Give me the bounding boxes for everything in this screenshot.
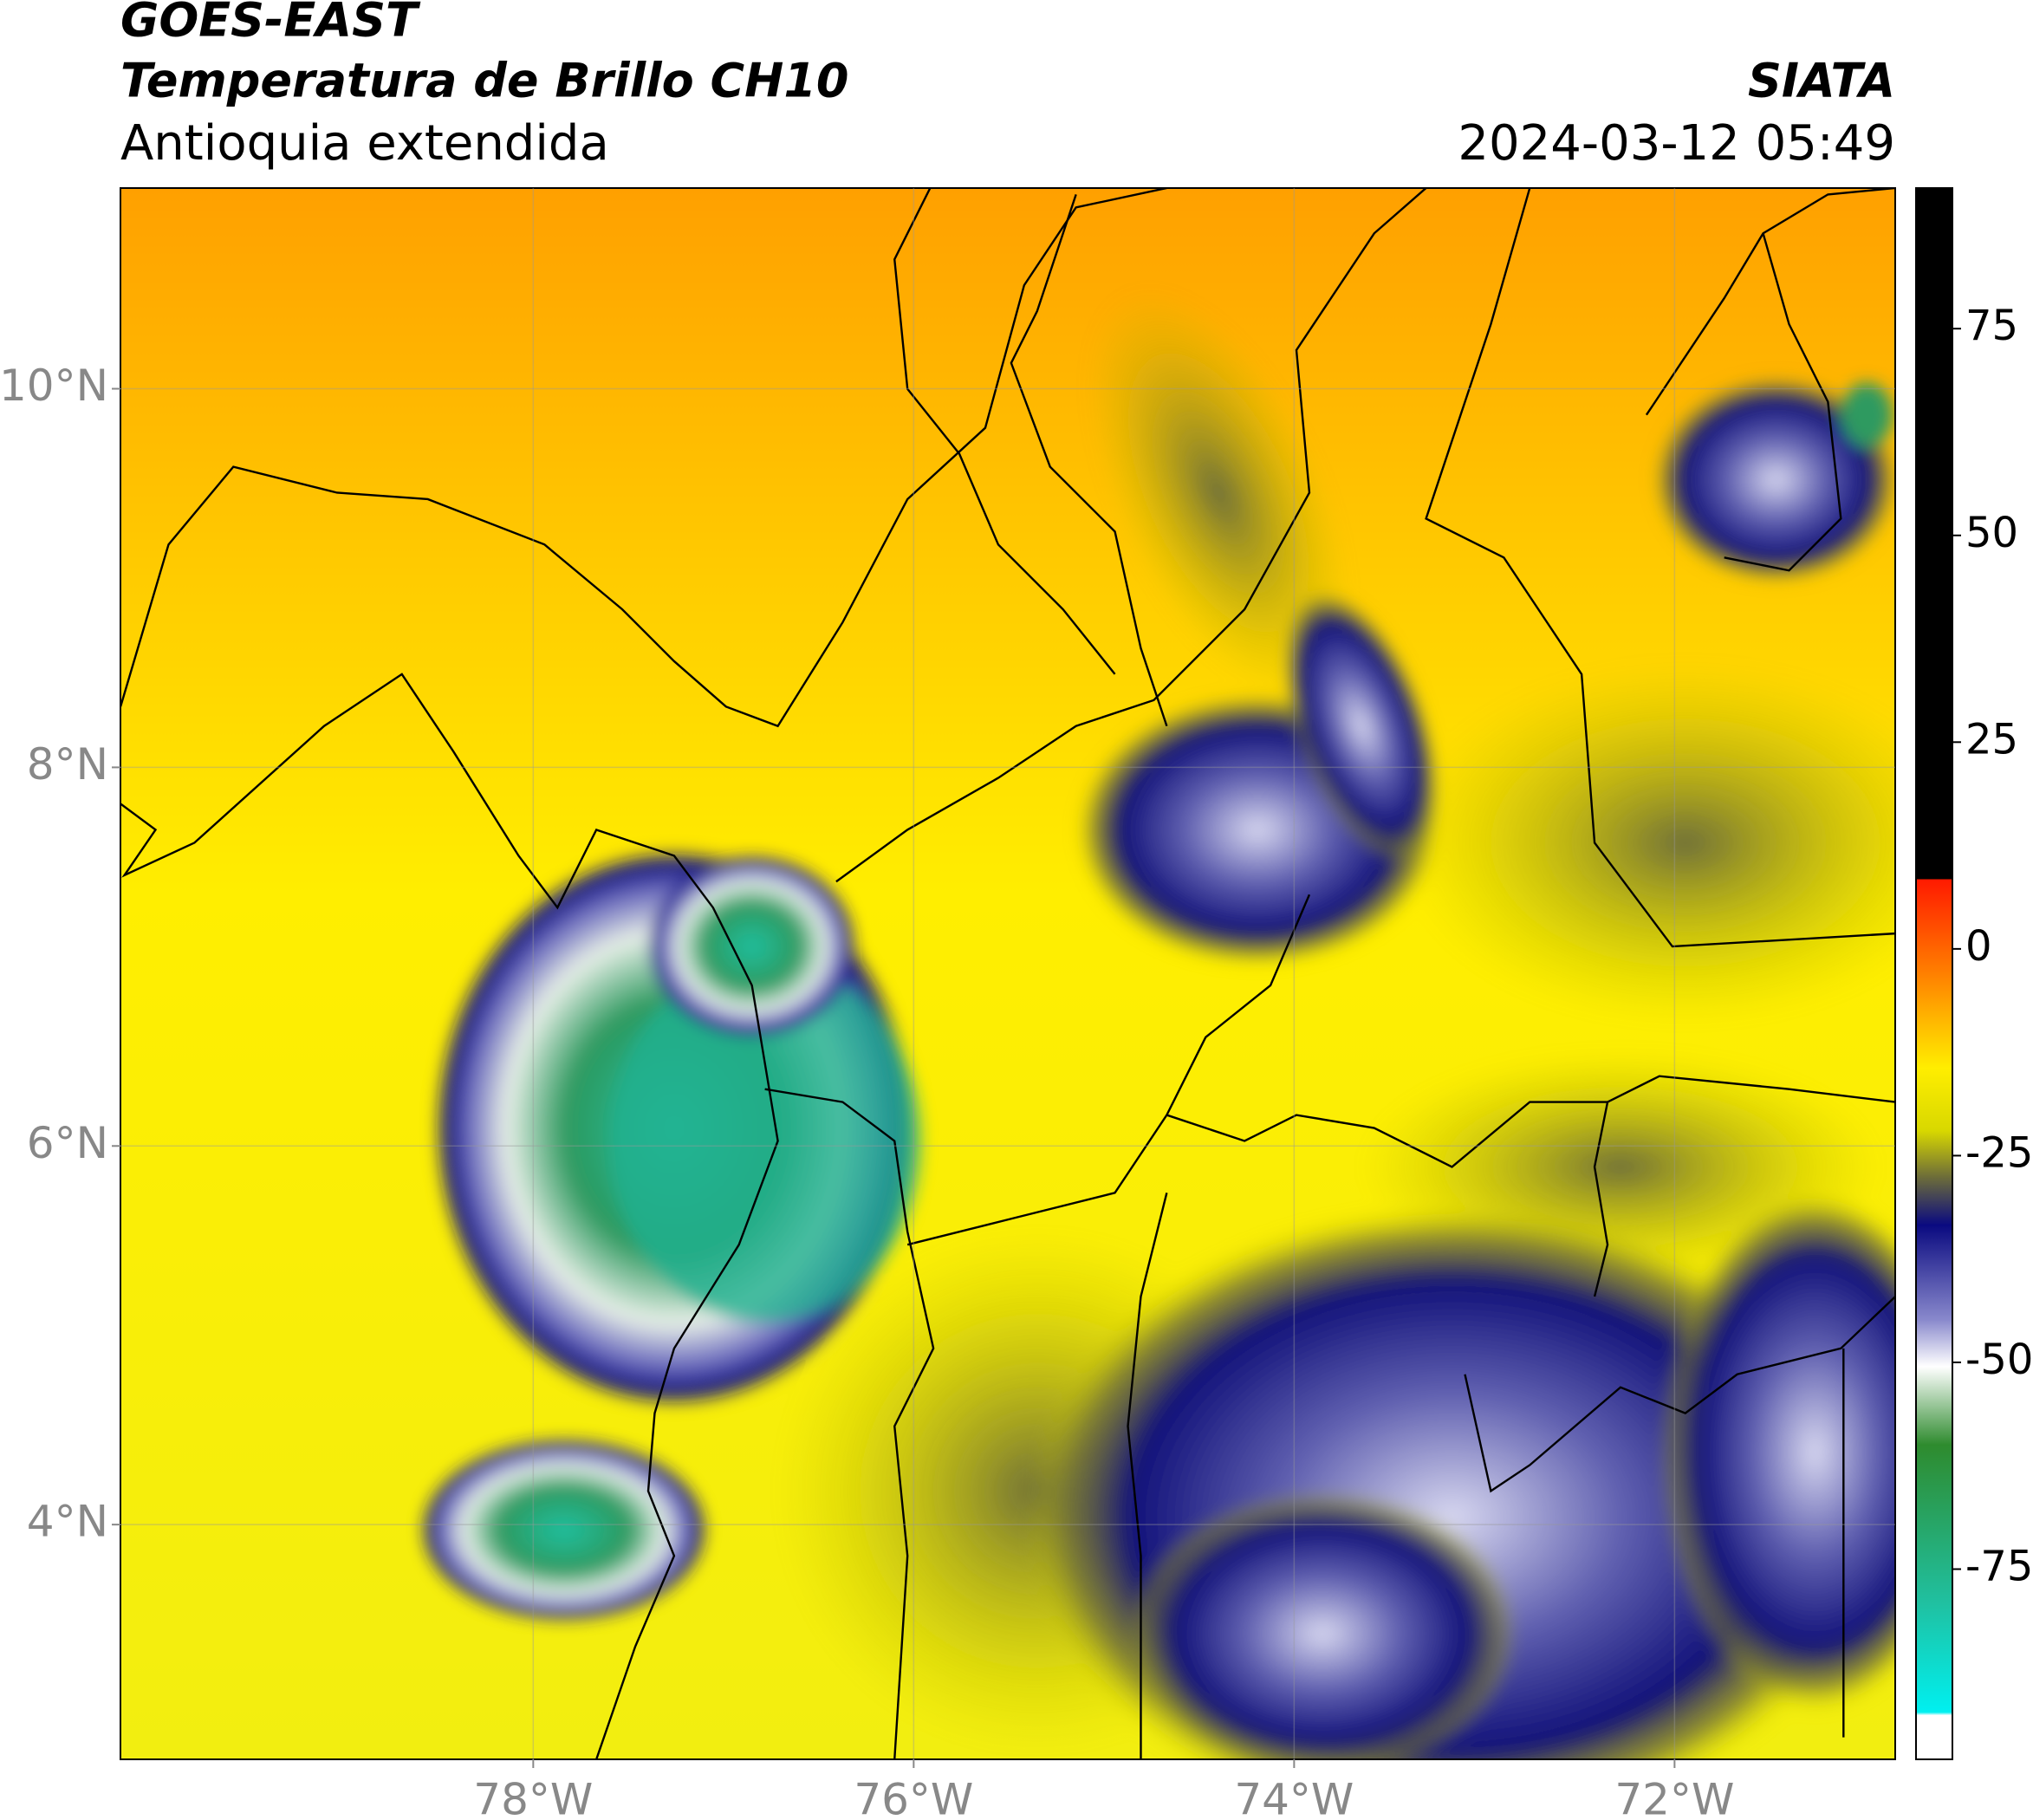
source: SIATA: [1748, 54, 1895, 108]
map-frame: [120, 187, 1896, 1760]
colorbar-tick-label: 25: [1965, 715, 2018, 764]
region: Antioquia extendida: [120, 115, 609, 172]
colorbar-tick-label: -50: [1965, 1336, 2033, 1384]
satellite: GOES-EAST: [120, 0, 421, 48]
satellite-image: [120, 187, 1896, 1760]
y-tick-label: 6°N: [27, 1118, 108, 1168]
colorbar-tick-label: -25: [1965, 1128, 2033, 1177]
y-tick-label: 8°N: [27, 739, 108, 790]
y-tick-label: 10°N: [0, 361, 108, 411]
colorbar-tick-label: 0: [1965, 922, 1992, 971]
colorbar-tick-label: 50: [1965, 509, 2018, 557]
y-tick-label: 4°N: [27, 1497, 108, 1547]
colorbar-tick-label: -75: [1965, 1543, 2033, 1591]
colorbar: [1915, 187, 1953, 1760]
x-tick-label: 72°W: [1614, 1775, 1734, 1820]
product: Temperatura de Brillo CH10: [120, 54, 849, 108]
datetime: 2024-03-12 05:49: [1458, 115, 1895, 172]
x-tick-label: 76°W: [854, 1775, 973, 1820]
x-tick-label: 78°W: [473, 1775, 593, 1820]
x-tick-label: 74°W: [1234, 1775, 1354, 1820]
colorbar-tick-label: 75: [1965, 302, 2018, 350]
